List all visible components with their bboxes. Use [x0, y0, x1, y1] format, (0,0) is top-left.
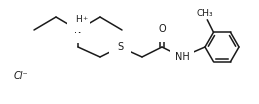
- Text: CH₃: CH₃: [197, 9, 214, 18]
- Text: H: H: [76, 15, 82, 25]
- Text: +: +: [82, 15, 88, 20]
- Text: NH: NH: [175, 52, 189, 62]
- Text: N: N: [74, 25, 82, 35]
- Text: O: O: [158, 24, 166, 34]
- Text: S: S: [117, 42, 123, 52]
- Text: Cl⁻: Cl⁻: [14, 71, 29, 81]
